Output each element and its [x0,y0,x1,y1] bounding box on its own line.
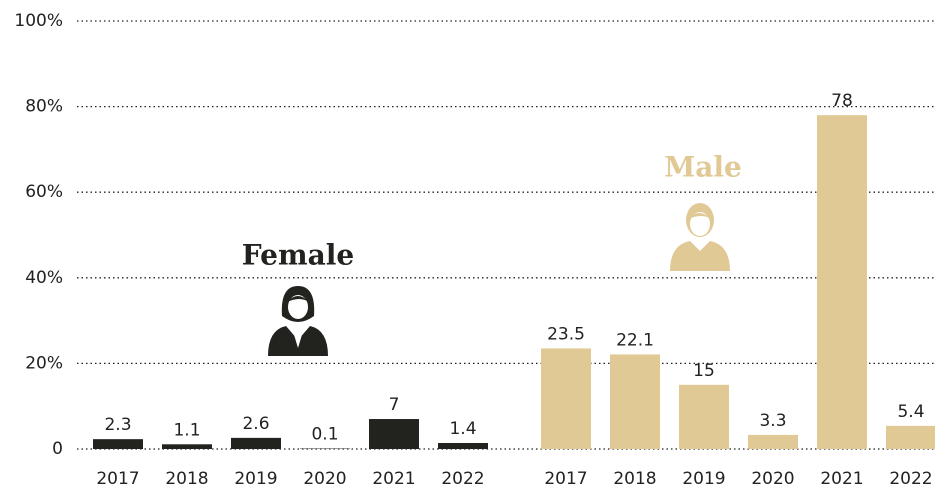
bar [817,115,867,449]
bar [541,348,591,449]
bar [438,443,488,449]
value-label: 78 [831,91,853,111]
x-tick-label: 2020 [303,469,346,489]
y-tick-label: 100% [14,11,63,31]
value-label: 15 [693,361,715,381]
y-tick-label: 80% [25,97,63,117]
value-label: 1.1 [173,420,200,440]
bar [369,419,419,449]
series-name: Female [242,239,354,272]
x-tick-label: 2021 [372,469,415,489]
value-label: 3.3 [759,411,786,431]
x-tick-label: 2017 [96,469,139,489]
y-tick-label: 0 [52,439,63,459]
x-tick-label: 2018 [165,469,208,489]
series-name: Male [664,151,742,184]
value-label: 5.4 [897,402,924,422]
x-tick-label: 2018 [613,469,656,489]
value-label: 0.1 [311,425,338,445]
x-tick-label: 2022 [441,469,484,489]
male-icon [670,203,730,271]
x-tick-label: 2020 [751,469,794,489]
female-icon [268,286,328,356]
x-tick-label: 2019 [234,469,277,489]
bar [679,384,729,449]
x-tick-label: 2022 [889,469,932,489]
bar [886,425,935,449]
y-tick-label: 60% [25,182,63,202]
bar [93,439,143,449]
value-label: 1.4 [449,419,476,439]
bar [162,444,212,449]
x-tick-label: 2021 [820,469,863,489]
bar [231,437,281,449]
value-label: 23.5 [547,324,585,344]
bar [748,434,798,449]
y-tick-label: 20% [25,353,63,373]
value-label: 22.1 [616,330,654,350]
value-label: 7 [389,395,400,415]
y-tick-label: 40% [25,268,63,288]
bar [610,354,660,449]
x-tick-label: 2017 [544,469,587,489]
x-tick-label: 2019 [682,469,725,489]
value-label: 2.3 [104,415,131,435]
value-label: 2.6 [242,414,269,434]
